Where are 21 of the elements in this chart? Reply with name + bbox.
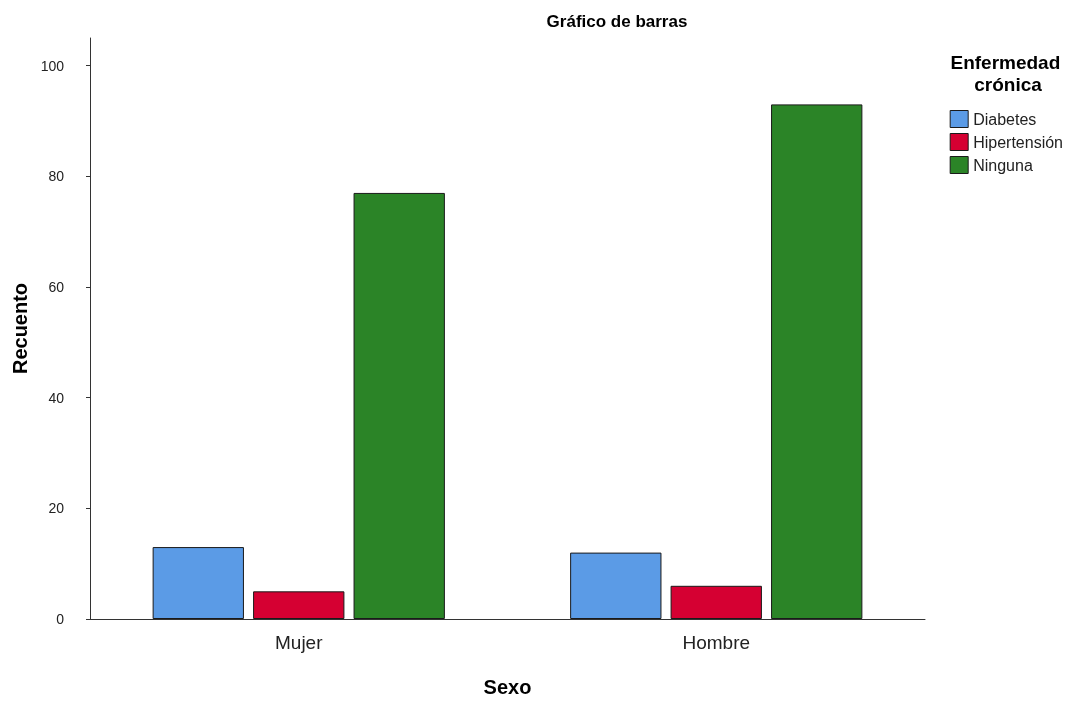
bar [570,552,662,619]
legend-title: Enfermedad crónica [950,51,1066,95]
legend-label: Diabetes [973,110,1037,128]
y-tick-label: 60 [48,279,65,295]
chart-title: Gráfico de barras [546,12,688,31]
bar [771,104,863,619]
x-tick-label: Hombre [682,632,751,653]
bar [152,547,244,619]
bar [253,591,345,619]
legend-label: Hipertensión [973,133,1063,151]
bar [670,585,762,619]
legend-label: Ninguna [973,156,1033,174]
y-tick-label: 100 [40,57,65,74]
y-tick-label: 80 [48,168,65,185]
x-tick-label: Mujer [274,632,324,653]
y-axis-title: Recuento [8,282,31,375]
y-tick-label: 0 [56,611,65,627]
y-tick-label: 20 [48,500,65,517]
x-axis-title: Sexo [483,676,532,698]
y-tick-label: 40 [48,389,65,406]
bar [353,192,445,619]
